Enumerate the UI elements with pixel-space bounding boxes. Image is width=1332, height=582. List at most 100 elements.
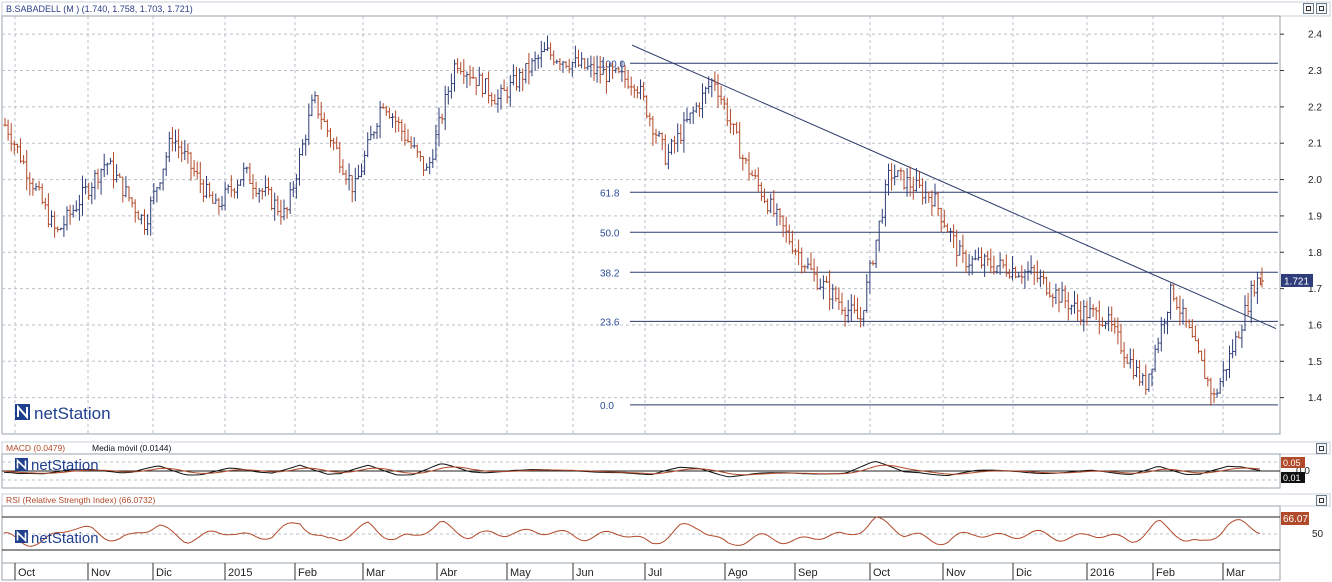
- ohlc-bar: [617, 67, 621, 74]
- ohlc-bar: [753, 169, 757, 179]
- ohlc-bar: [217, 197, 221, 215]
- ohlc-bar: [924, 181, 928, 204]
- netstation-logo: netStation: [15, 404, 111, 423]
- ohlc-bar: [108, 157, 112, 165]
- ohlc-bar: [694, 102, 698, 113]
- macd-panel-restore-button[interactable]: [1316, 443, 1327, 454]
- time-axis: Oct Nov Dic 2015 Feb Mar Abr May Jun Jul Ago Sep Oct…: [1, 562, 1281, 581]
- ohlc-bar: [59, 227, 63, 231]
- ohlc-bar: [40, 183, 44, 205]
- ohlc-bar: [558, 58, 562, 71]
- ohlc-bar: [911, 176, 915, 200]
- ohlc-bar: [1218, 377, 1222, 394]
- ohlc-bar: [1150, 368, 1154, 387]
- ohlc-bar: [493, 94, 497, 105]
- ohlc-bar: [536, 54, 540, 69]
- ohlc-bar: [496, 89, 500, 113]
- ohlc-bar: [164, 151, 168, 176]
- fib-level-label: 38.2: [600, 268, 620, 279]
- fib-level-label: 0.0: [600, 401, 614, 412]
- ohlc-bar: [477, 66, 481, 87]
- ohlc-bar: [1169, 283, 1173, 320]
- ohlc-bar: [285, 206, 289, 219]
- ohlc-bar: [902, 170, 906, 191]
- ohlc-bar: [834, 286, 838, 302]
- time-tick-label: Sep: [798, 567, 818, 579]
- ohlc-bar: [288, 182, 292, 214]
- ohlc-bar: [831, 284, 835, 310]
- macd-panel: MACD (0.0479) Media móvil (0.0144) 0.0 0…: [1, 441, 1331, 489]
- ohlc-bar: [821, 275, 825, 300]
- ohlc-bar: [1231, 339, 1235, 359]
- ohlc-bar: [1100, 316, 1104, 327]
- ohlc-bar: [629, 76, 633, 96]
- ohlc-bar: [744, 157, 748, 165]
- ohlc-bar: [319, 101, 323, 130]
- ohlc-bar: [1004, 254, 1008, 277]
- rsi-panel-restore-button[interactable]: [1316, 495, 1327, 506]
- ohlc-bar: [282, 199, 286, 221]
- ohlc-bar: [800, 247, 804, 274]
- ohlc-bar: [267, 177, 270, 195]
- ohlc-bar: [660, 132, 664, 151]
- ohlc-bar: [459, 61, 463, 75]
- ohlc-bar: [632, 84, 636, 99]
- ohlc-bar: [713, 71, 717, 91]
- ohlc-bar: [1159, 316, 1163, 352]
- ohlc-bar: [1110, 306, 1114, 332]
- ohlc-bar: [542, 41, 546, 53]
- ohlc-bar: [738, 122, 742, 159]
- rsi-value-badge: 66.07: [1283, 514, 1308, 525]
- price-panel-close-button[interactable]: [1316, 3, 1327, 14]
- ohlc-bar: [1051, 293, 1055, 308]
- ohlc-bar: [803, 264, 807, 273]
- ohlc-bar: [391, 113, 394, 128]
- ohlc-bar: [440, 113, 444, 124]
- ohlc-bar: [697, 102, 701, 117]
- ohlc-bar: [511, 64, 515, 86]
- ohlc-bar: [304, 134, 308, 156]
- netstation-watermark-macd: netStation: [31, 457, 99, 474]
- ohlc-bar: [976, 247, 980, 261]
- ohlc-bar: [666, 144, 670, 170]
- ohlc-bar: [257, 187, 261, 203]
- ohlc-bar: [22, 154, 26, 165]
- time-tick-label: Nov: [91, 567, 111, 579]
- rsi-line: [3, 516, 1261, 547]
- ohlc-bar: [499, 84, 503, 110]
- ohlc-bar: [118, 173, 122, 178]
- ohlc-bar: [797, 239, 801, 266]
- price-axis: 1.4 1.5 1.6 1.7 1.8 1.9 2.0 2.1 2.2 2.3 2.4: [1280, 30, 1322, 404]
- ohlc-bar: [43, 197, 47, 210]
- ohlc-bar: [1020, 265, 1024, 284]
- ohlc-bar: [177, 128, 181, 159]
- ohlc-bar: [945, 223, 949, 233]
- ohlc-bar: [34, 183, 38, 191]
- ohlc-bar: [846, 299, 850, 323]
- ohlc-bar: [236, 180, 239, 199]
- ohlc-bar: [890, 162, 894, 191]
- ohlc-bar: [474, 77, 478, 95]
- ohlc-bar: [412, 137, 416, 149]
- ohlc-bar: [933, 183, 937, 207]
- ohlc-bar: [136, 210, 140, 220]
- ohlc-bar: [949, 227, 952, 242]
- ohlc-bar: [608, 62, 611, 83]
- macd-line: [3, 460, 1261, 478]
- ohlc-bar: [183, 139, 187, 161]
- ohlc-bar: [155, 186, 159, 203]
- ohlc-bar: [533, 51, 537, 72]
- ohlc-bar: [806, 257, 810, 270]
- ohlc-bar: [1228, 345, 1231, 379]
- ohlc-bar: [620, 61, 624, 82]
- ohlc-bar: [921, 177, 925, 205]
- time-tick-label: Feb: [298, 567, 317, 579]
- ohlc-bar: [583, 58, 587, 70]
- macd-signal-line: [3, 464, 1261, 476]
- ohlc-bar: [170, 127, 174, 152]
- ohlc-bar: [952, 224, 956, 248]
- price-panel-restore-button[interactable]: [1303, 3, 1314, 14]
- ohlc-bar: [818, 278, 822, 290]
- ohlc-bar: [214, 193, 218, 204]
